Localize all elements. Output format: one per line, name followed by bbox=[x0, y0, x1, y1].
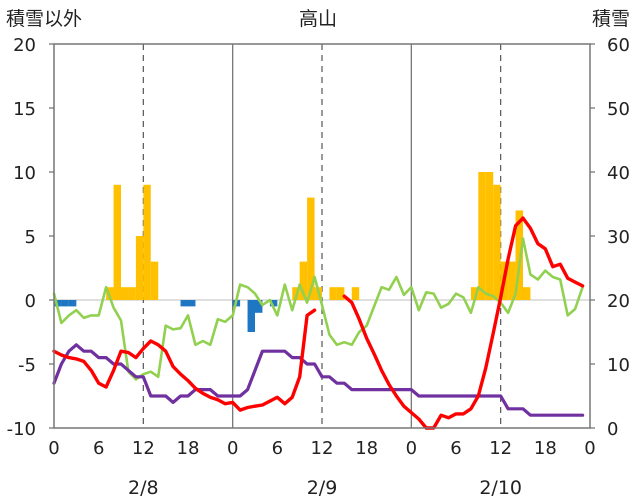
snowfall-bar bbox=[515, 210, 523, 300]
x-tick-label: 12 bbox=[489, 438, 512, 459]
left-y-tick-label: -10 bbox=[7, 419, 36, 440]
x-tick-label: 6 bbox=[93, 438, 104, 459]
snowfall-bar bbox=[150, 261, 159, 300]
x-tick-label: 0 bbox=[584, 438, 595, 459]
right-y-tick-label: 60 bbox=[607, 35, 630, 56]
date-label: 2/9 bbox=[307, 477, 338, 499]
snowfall-bar bbox=[470, 287, 479, 300]
right-y-tick-label: 20 bbox=[607, 291, 630, 312]
x-tick-label: 18 bbox=[355, 438, 378, 459]
left-y-tick-label: 20 bbox=[13, 35, 36, 56]
precip-bar bbox=[269, 300, 278, 307]
line-series bbox=[52, 216, 585, 430]
x-tick-label: 0 bbox=[406, 438, 417, 459]
precip-bar bbox=[61, 300, 69, 307]
snowfall-bar bbox=[128, 287, 136, 300]
precip-bar bbox=[180, 300, 188, 307]
left-y-tick-label: -5 bbox=[18, 355, 36, 376]
snowfall-bar bbox=[106, 287, 114, 300]
snow-depth-line bbox=[52, 343, 585, 417]
right-axis-label: 積雪 bbox=[592, 8, 630, 30]
temperature-line bbox=[52, 308, 317, 412]
snowfall-bar bbox=[121, 287, 129, 300]
right-y-ticks: 60 50 40 30 20 10 0 bbox=[607, 35, 630, 440]
left-y-ticks: 20 15 10 5 0 -5 -10 bbox=[7, 35, 36, 440]
x-tick-label: 0 bbox=[227, 438, 238, 459]
snowfall-bar bbox=[478, 172, 486, 300]
humidity-line bbox=[52, 237, 584, 381]
x-tick-label: 6 bbox=[272, 438, 283, 459]
precip-bar bbox=[188, 300, 196, 307]
temperature-line bbox=[342, 216, 585, 430]
snowfall-bar bbox=[508, 261, 516, 300]
precip-bar bbox=[255, 300, 263, 313]
snowfall-bar bbox=[523, 287, 531, 300]
snowfall-bar bbox=[135, 236, 144, 300]
right-y-tick-label: 30 bbox=[607, 227, 630, 248]
precip-bar bbox=[68, 300, 77, 307]
left-y-tick-label: 10 bbox=[13, 163, 36, 184]
snowfall-bar bbox=[143, 184, 151, 300]
snowfall-bar bbox=[113, 184, 121, 300]
date-labels: 2/8 2/9 2/10 bbox=[128, 477, 522, 499]
x-tick-label: 12 bbox=[311, 438, 334, 459]
left-axis-label: 積雪以外 bbox=[6, 8, 82, 30]
snowfall-bar bbox=[329, 287, 337, 300]
precip-bar bbox=[247, 300, 255, 332]
plot-frame bbox=[49, 43, 595, 429]
right-y-tick-label: 40 bbox=[607, 163, 630, 184]
right-y-tick-label: 10 bbox=[607, 355, 630, 376]
right-y-tick-label: 0 bbox=[607, 419, 618, 440]
date-label: 2/8 bbox=[128, 477, 159, 499]
left-y-tick-label: 0 bbox=[25, 291, 36, 312]
x-tick-label: 18 bbox=[177, 438, 200, 459]
left-y-tick-label: 15 bbox=[13, 99, 36, 120]
snowfall-bar bbox=[351, 287, 360, 300]
x-tick-label: 12 bbox=[132, 438, 155, 459]
snowfall-bar bbox=[485, 172, 494, 300]
snowfall-bar bbox=[299, 261, 308, 300]
snowfall-bar bbox=[493, 184, 501, 300]
right-y-tick-label: 50 bbox=[607, 99, 630, 120]
x-tick-label: 6 bbox=[450, 438, 461, 459]
x-ticks: 0 6 12 18 0 6 12 18 0 6 12 18 0 bbox=[48, 438, 595, 459]
snowfall-bar bbox=[307, 197, 315, 300]
left-y-tick-label: 5 bbox=[25, 227, 36, 248]
x-tick-label: 18 bbox=[534, 438, 557, 459]
x-tick-label: 0 bbox=[48, 438, 59, 459]
snowfall-bar bbox=[336, 287, 345, 300]
date-label: 2/10 bbox=[479, 477, 522, 499]
chart-title: 高山 bbox=[299, 8, 337, 30]
